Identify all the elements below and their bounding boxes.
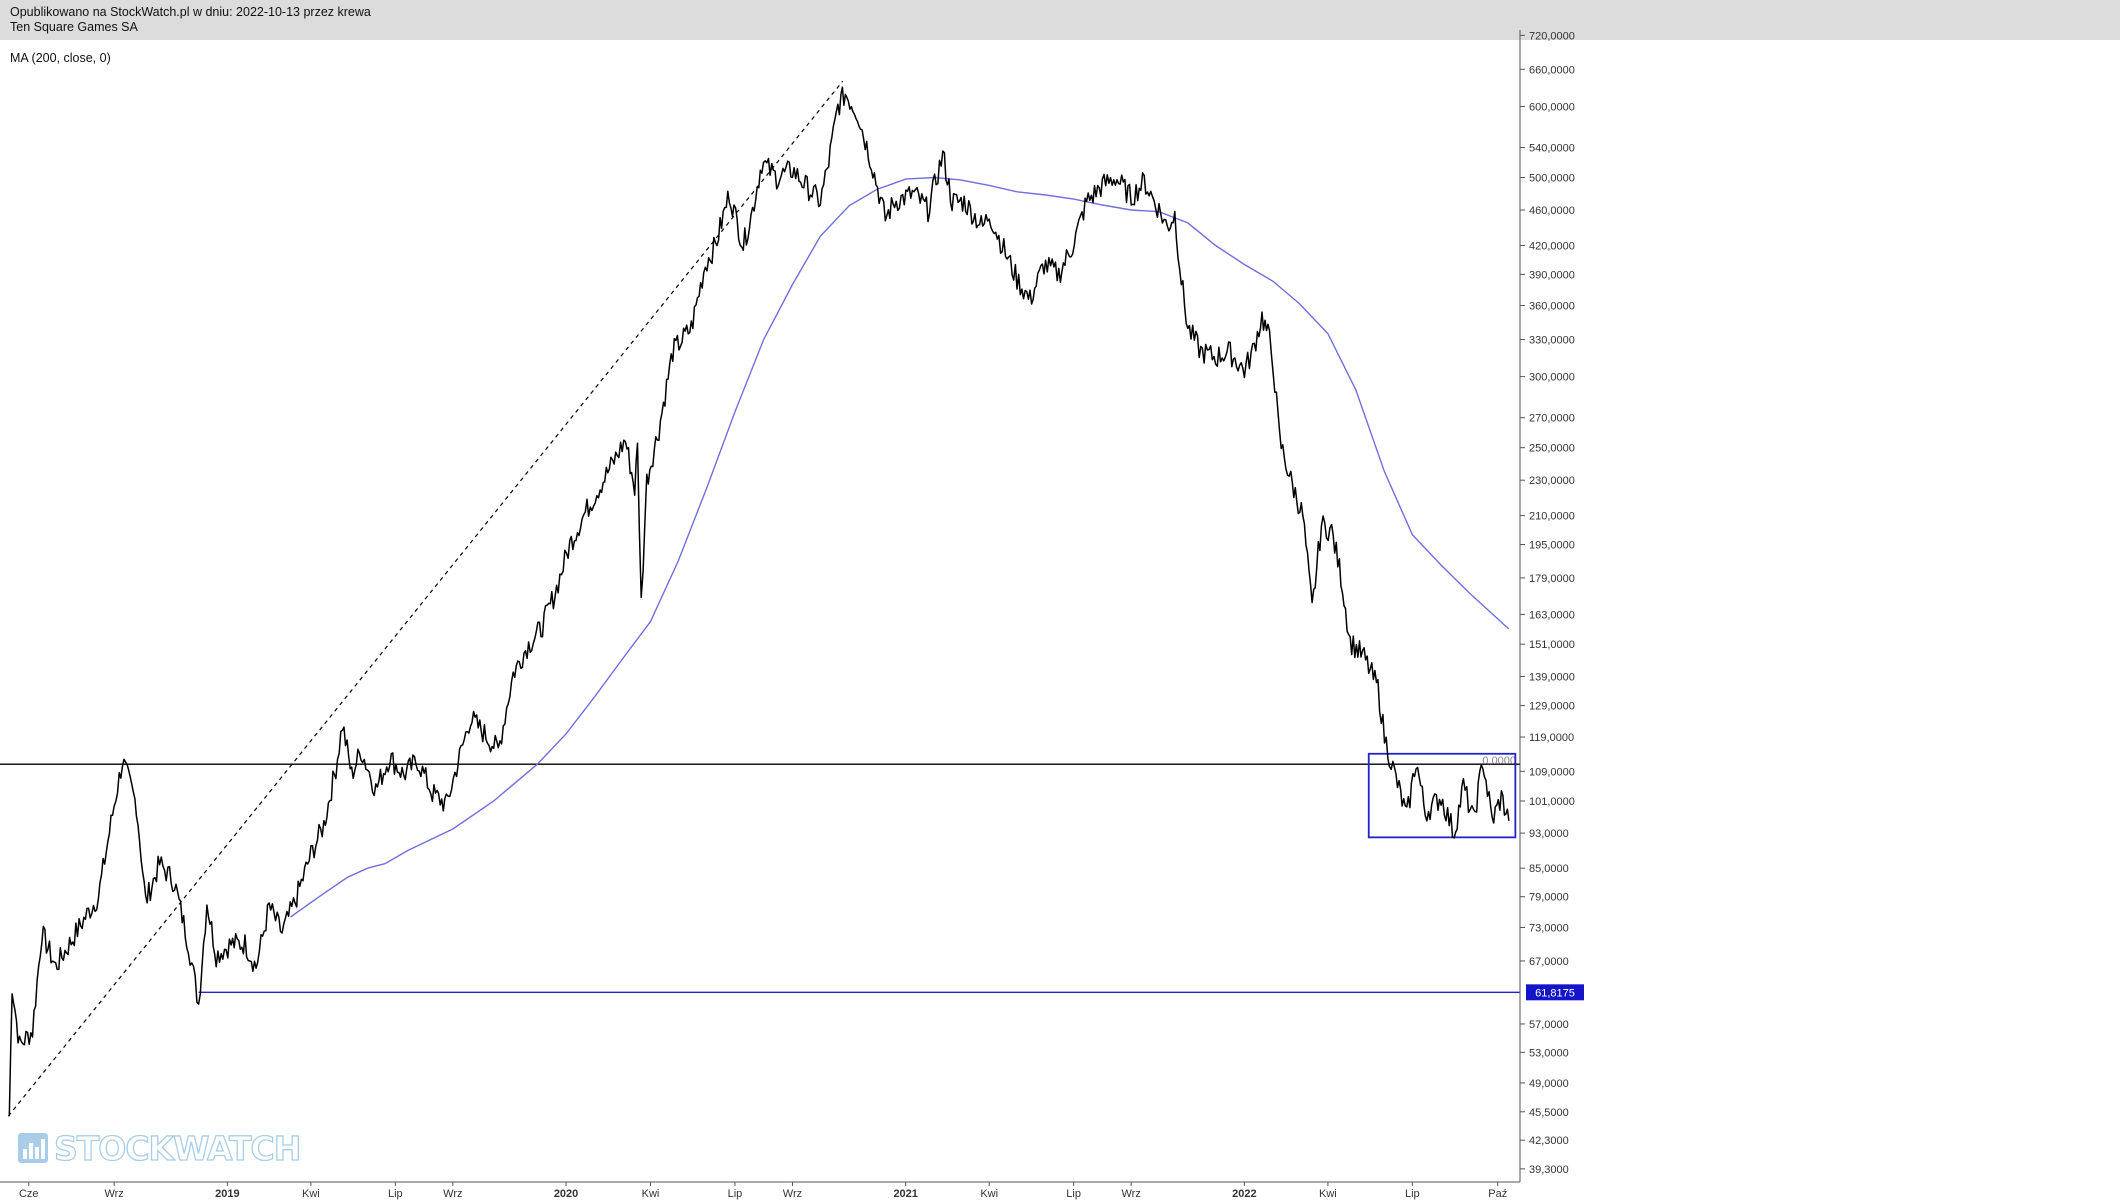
y-tick-label: 420,0000 xyxy=(1529,240,1575,252)
y-tick-label: 85,0000 xyxy=(1529,863,1569,875)
y-tick-label: 179,0000 xyxy=(1529,573,1575,585)
support-price-label: 61,8175 xyxy=(1535,987,1575,999)
x-axis: Cze Wrz 2019 Kwi Lip Wrz 2020 Kwi Lip Wrz 2021 Kwi L… xyxy=(0,1181,1520,1200)
consolidation-box xyxy=(1367,752,1517,839)
instrument-name: Ten Square Games SA xyxy=(10,20,138,34)
y-tick-label: 230,0000 xyxy=(1529,475,1575,487)
y-tick-label: 600,0000 xyxy=(1529,101,1575,113)
header-bar: Opublikowano na StockWatch.pl w dniu: 20… xyxy=(0,0,2120,40)
bar-chart-icon xyxy=(18,1133,48,1163)
x-tick-label: Kwi xyxy=(302,1188,320,1200)
y-tick-label: 73,0000 xyxy=(1529,923,1569,935)
y-tick-label: 109,0000 xyxy=(1529,766,1575,778)
y-tick-label: 250,0000 xyxy=(1529,443,1575,455)
x-tick-label: Paź xyxy=(1488,1188,1507,1200)
y-tick-label: 42,3000 xyxy=(1529,1135,1569,1147)
y-tick-label: 660,0000 xyxy=(1529,64,1575,76)
y-tick-label: 57,0000 xyxy=(1529,1019,1569,1031)
y-tick-label: 129,0000 xyxy=(1529,701,1575,713)
hline-value-label: 0,0000 xyxy=(1482,755,1516,767)
y-tick-label: 93,0000 xyxy=(1529,828,1569,840)
y-tick-label: 163,0000 xyxy=(1529,609,1575,621)
series xyxy=(8,86,1510,1117)
y-tick-label: 360,0000 xyxy=(1529,301,1575,313)
x-tick-label: Lip xyxy=(388,1188,403,1200)
y-tick-label: 139,0000 xyxy=(1529,671,1575,683)
stockwatch-logo: STOCKWATCH xyxy=(18,1128,302,1168)
x-tick-label: Wrz xyxy=(783,1188,802,1200)
x-tick-label: Lip xyxy=(1405,1188,1420,1200)
y-tick-label: 195,0000 xyxy=(1529,540,1575,552)
y-tick-label: 53,0000 xyxy=(1529,1047,1569,1059)
x-tick-label: Lip xyxy=(1066,1188,1081,1200)
x-tick-label: Wrz xyxy=(1122,1188,1141,1200)
publish-info: Opublikowano na StockWatch.pl w dniu: 20… xyxy=(10,5,371,19)
x-tick-label: Cze xyxy=(19,1188,39,1200)
y-tick-label: 300,0000 xyxy=(1529,372,1575,384)
trend-line xyxy=(7,80,844,1117)
y-tick-label: 540,0000 xyxy=(1529,143,1575,155)
y-tick-label: 460,0000 xyxy=(1529,205,1575,217)
y-axis: 720,0000 660,0000 600,0000 540,0000 500,0000… xyxy=(1519,30,1575,1182)
price-line xyxy=(8,86,1510,1117)
y-tick-label: 270,0000 xyxy=(1529,413,1575,425)
y-tick-label: 210,0000 xyxy=(1529,511,1575,523)
support-price-badge xyxy=(1526,984,1584,1001)
y-tick-label: 45,5000 xyxy=(1529,1107,1569,1119)
y-tick-label: 390,0000 xyxy=(1529,269,1575,281)
y-tick-label: 39,3000 xyxy=(1529,1164,1569,1176)
x-tick-label: Kwi xyxy=(1319,1188,1337,1200)
y-tick-label: 720,0000 xyxy=(1529,30,1575,42)
x-tick-label: Wrz xyxy=(443,1188,462,1200)
x-tick-label: Lip xyxy=(728,1188,743,1200)
y-tick-label: 151,0000 xyxy=(1529,639,1575,651)
y-tick-label: 119,0000 xyxy=(1529,732,1574,744)
logo-text: STOCKWATCH xyxy=(53,1128,302,1168)
indicator-label: MA (200, close, 0) xyxy=(10,51,111,65)
x-tick-label: 2021 xyxy=(893,1188,917,1200)
y-tick-label: 67,0000 xyxy=(1529,956,1569,968)
ma-200-line xyxy=(290,176,1510,918)
x-tick-label: 2020 xyxy=(554,1188,578,1200)
y-tick-label: 79,0000 xyxy=(1529,892,1569,904)
y-tick-label: 101,0000 xyxy=(1529,796,1575,808)
annotations: 61,8175 0,0000 xyxy=(0,80,1584,1117)
y-tick-label: 49,0000 xyxy=(1529,1078,1569,1090)
x-tick-label: Kwi xyxy=(980,1188,998,1200)
x-tick-label: 2019 xyxy=(215,1188,239,1200)
x-tick-label: Wrz xyxy=(104,1188,123,1200)
y-tick-label: 330,0000 xyxy=(1529,334,1575,346)
x-tick-label: Kwi xyxy=(642,1188,660,1200)
x-tick-label: 2022 xyxy=(1232,1188,1256,1200)
y-tick-label: 500,0000 xyxy=(1529,173,1575,185)
